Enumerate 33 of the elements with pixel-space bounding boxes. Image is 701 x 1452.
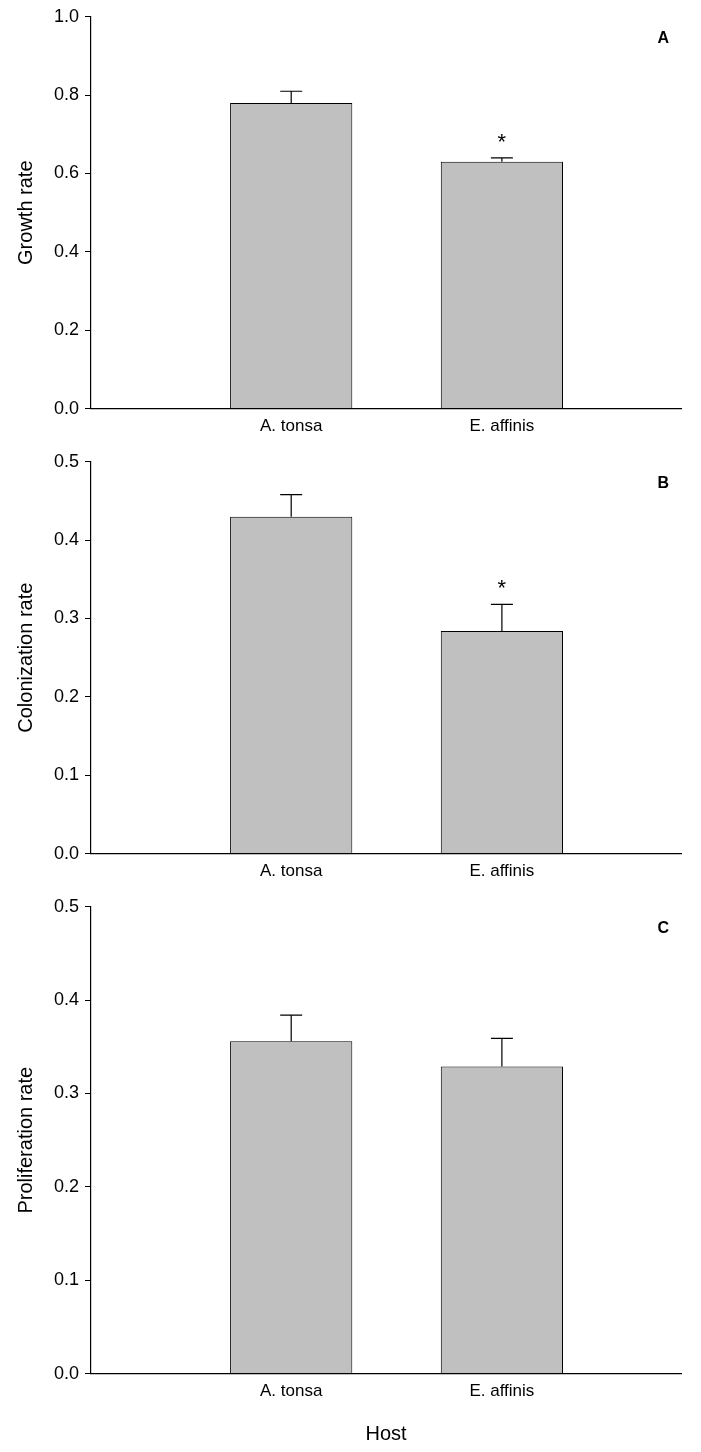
y-axis-title: Proliferation rate xyxy=(13,1066,36,1214)
y-tick-label: 0.0 xyxy=(53,842,80,863)
y-tick-label: 0.5 xyxy=(53,895,80,916)
x-tick-label: A. tonsa xyxy=(260,1381,323,1401)
y-tick-label: 0.4 xyxy=(53,240,80,261)
y-tick-label: 0.1 xyxy=(53,1269,80,1290)
y-tick-label: 1.0 xyxy=(53,5,80,26)
x-tick-label: E. affinis xyxy=(469,416,535,436)
annotation: * xyxy=(497,575,507,601)
y-tick-label: 0.5 xyxy=(53,450,80,471)
x-tick-label: A. tonsa xyxy=(260,861,323,881)
y-tick-label: 0.6 xyxy=(53,162,80,183)
annotation: B xyxy=(657,474,669,492)
annotation: * xyxy=(497,128,507,154)
y-tick-label: 0.2 xyxy=(53,319,80,340)
x-axis-title: Host xyxy=(365,1421,408,1444)
annotation: A xyxy=(657,29,670,47)
y-axis-title: Growth rate xyxy=(13,160,36,265)
y-tick-label: 0.2 xyxy=(53,1175,80,1196)
x-tick-label: E. affinis xyxy=(469,861,535,881)
y-tick-label: 0.3 xyxy=(53,607,80,628)
y-tick-label: 0.3 xyxy=(53,1082,80,1103)
y-tick-label: 0.2 xyxy=(53,685,80,706)
y-tick-label: 0.4 xyxy=(53,529,80,550)
x-tick-label: E. affinis xyxy=(469,1381,535,1401)
y-axis-title: Colonization rate xyxy=(13,582,36,733)
y-tick-label: 0.0 xyxy=(53,1362,80,1383)
y-tick-label: 0.1 xyxy=(53,764,80,785)
x-tick-label: A. tonsa xyxy=(260,416,323,436)
y-tick-label: 0.8 xyxy=(53,84,80,105)
y-tick-label: 0.0 xyxy=(53,397,80,418)
y-tick-label: 0.4 xyxy=(53,989,80,1010)
annotation: C xyxy=(657,919,670,937)
